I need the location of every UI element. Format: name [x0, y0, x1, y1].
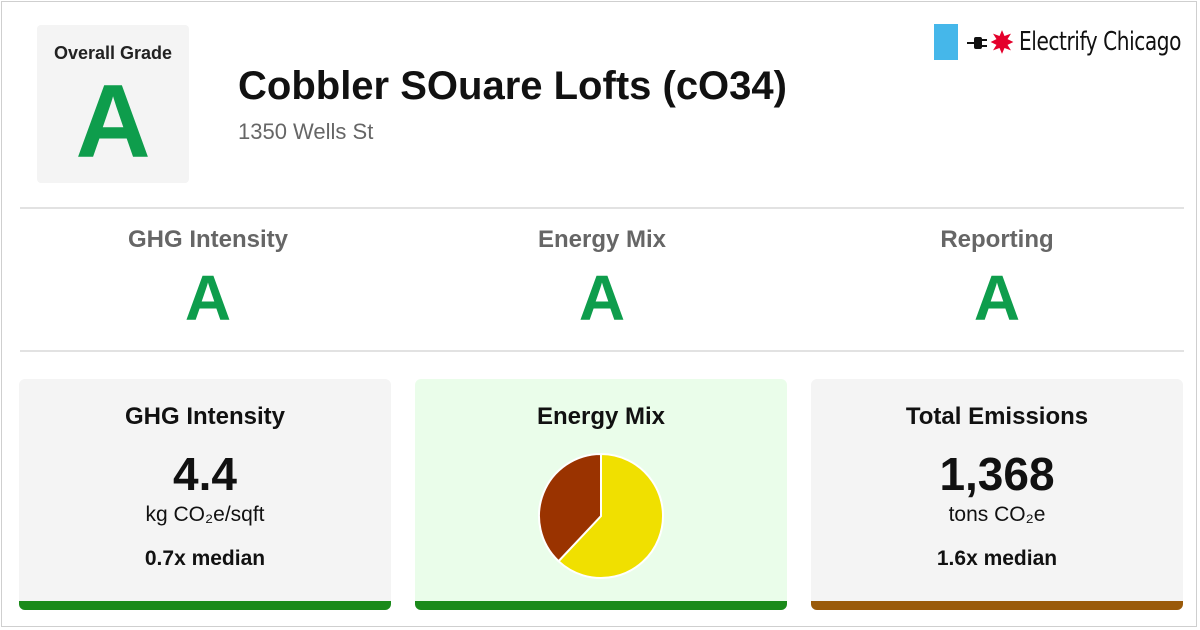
- pie-slice-0: [557, 452, 664, 579]
- energy-mix-pie-chart: [538, 452, 664, 579]
- grade-letter: A: [973, 262, 1021, 334]
- card-title: Energy Mix: [536, 403, 666, 430]
- grade-letter: A: [578, 262, 626, 334]
- brand-name: Electrify Chicago: [1019, 27, 1182, 57]
- total-emissions-unit: tons CO₂e: [948, 503, 1046, 526]
- grade-label: Reporting: [940, 226, 1054, 253]
- pie-slice-1: [538, 452, 602, 563]
- ghg-intensity-median: 0.7x median: [144, 547, 266, 570]
- divider-top: [20, 207, 1184, 209]
- total-emissions-median: 1.6x median: [936, 547, 1058, 570]
- ghg-intensity-unit: kg CO₂e/sqft: [145, 503, 265, 526]
- grade-letter: A: [184, 262, 232, 334]
- total-emissions-value: 1,368: [939, 448, 1055, 500]
- card-title: Total Emissions: [905, 403, 1089, 430]
- grade-label: Energy Mix: [537, 226, 667, 253]
- brand-logo: Electrify Chicago: [934, 24, 1184, 62]
- overall-grade-letter: A: [75, 64, 151, 180]
- ghg-intensity-value: 4.4: [173, 448, 237, 500]
- building-title: Cobbler SOuare Lofts (cO34): [238, 64, 787, 108]
- plug-icon: [967, 37, 987, 49]
- card-energy-mix: Energy Mix: [415, 379, 787, 610]
- building-address: 1350 Wells St: [238, 119, 374, 144]
- card-accent-bar: [811, 601, 1183, 610]
- card-ghg-intensity: GHG Intensity 4.4 kg CO₂e/sqft 0.7x medi…: [19, 379, 391, 610]
- card-title: GHG Intensity: [124, 403, 286, 430]
- overall-grade-box: Overall Grade A: [37, 25, 189, 183]
- card-accent-bar: [415, 601, 787, 610]
- grade-label: GHG Intensity: [127, 226, 289, 253]
- card-accent-bar: [19, 601, 391, 610]
- grade-ghg-intensity: GHG Intensity A: [18, 226, 398, 336]
- grade-reporting: Reporting A: [807, 226, 1187, 336]
- star-icon: [990, 30, 1014, 54]
- overall-grade-label: Overall Grade: [53, 43, 173, 63]
- card-total-emissions: Total Emissions 1,368 tons CO₂e 1.6x med…: [811, 379, 1183, 610]
- flag-icon: [934, 24, 958, 60]
- divider-middle: [20, 350, 1184, 352]
- grade-energy-mix: Energy Mix A: [412, 226, 792, 336]
